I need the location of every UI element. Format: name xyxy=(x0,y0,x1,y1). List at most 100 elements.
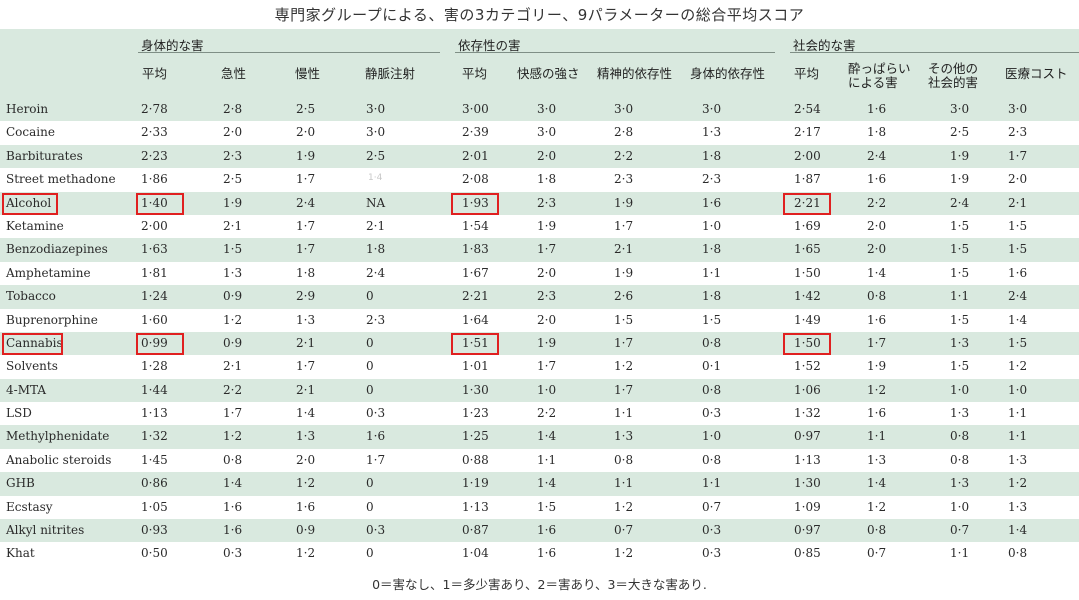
score-cell: 1·30 xyxy=(462,382,489,397)
score-cell: 2·2 xyxy=(614,148,634,163)
score-cell: 1·5 xyxy=(1008,335,1028,350)
score-cell: 1·3 xyxy=(1008,452,1028,467)
score-cell: 1·5 xyxy=(537,499,557,514)
table-row: Tobacco 1·24 0·9 2·9 0 2·21 2·3 2·6 1·8 1·42 0·8 1·… xyxy=(0,285,1079,309)
score-cell: 1·4 xyxy=(223,476,243,491)
score-cell: 1·51 xyxy=(462,335,489,350)
score-cell: 1·13 xyxy=(794,452,821,467)
score-cell: 2·1 xyxy=(223,218,243,233)
score-cell: 3·0 xyxy=(950,102,970,116)
score-cell: 1·40 xyxy=(141,195,168,210)
score-cell: 2·5 xyxy=(296,102,316,116)
score-cell: 1·9 xyxy=(296,148,316,163)
score-cell: 1·3 xyxy=(296,312,316,327)
score-cell: 1·45 xyxy=(141,452,168,467)
drug-name: Barbiturates xyxy=(6,148,83,163)
score-cell: 2·6 xyxy=(614,289,634,304)
col-physical-mean: 平均 xyxy=(142,66,168,81)
score-cell: 2·8 xyxy=(223,102,243,116)
col-medical-cost: 医療コスト xyxy=(1005,66,1068,81)
score-cell: 1·9 xyxy=(614,265,634,280)
score-cell: 2·0 xyxy=(867,218,887,233)
score-cell: 1·0 xyxy=(537,382,557,397)
score-cell: 1·7 xyxy=(614,335,634,350)
table-body: Heroin 2·78 2·8 2·5 3·0 3·00 3·0 3·0 3·0 2·54 1·6 3… xyxy=(0,98,1079,566)
score-cell: 0·99 xyxy=(141,335,168,350)
table-row: Buprenorphine 1·60 1·2 1·3 2·3 1·64 2·0 1·5 1·5 1… xyxy=(0,309,1079,332)
score-cell: 1·30 xyxy=(794,476,821,491)
score-cell: 2·3 xyxy=(223,148,243,163)
score-cell: 2·33 xyxy=(141,125,168,140)
score-cell: 2·1 xyxy=(1008,195,1028,210)
score-cell: 0·3 xyxy=(366,523,386,538)
score-cell: 1·1 xyxy=(1008,406,1028,421)
score-cell: 1·05 xyxy=(141,499,168,514)
score-cell: 1·6 xyxy=(1008,265,1028,280)
drug-name: Amphetamine xyxy=(6,265,91,280)
score-cell: 2·5 xyxy=(950,125,970,140)
score-cell: 1·4 xyxy=(867,265,887,280)
score-cell: 2·0 xyxy=(537,148,557,163)
score-cell: 1·01 xyxy=(462,359,489,374)
score-cell: 1·7 xyxy=(296,172,316,187)
score-cell: 2·1 xyxy=(614,242,634,257)
score-cell: 1·2 xyxy=(223,312,243,327)
score-cell: 2·3 xyxy=(614,172,634,187)
score-cell: 1·3 xyxy=(950,476,970,491)
score-cell: 0 xyxy=(366,289,374,304)
score-cell: 1·93 xyxy=(462,195,489,210)
score-cell: 2·5 xyxy=(366,148,386,163)
score-cell: 1·64 xyxy=(462,312,489,327)
score-cell: 1·4 xyxy=(867,476,887,491)
score-cell: 3·00 xyxy=(462,102,489,116)
score-cell: 0·87 xyxy=(462,523,489,538)
score-cell: 2·17 xyxy=(794,125,821,140)
score-cell: 1·44 xyxy=(141,382,168,397)
score-cell: 1·1 xyxy=(537,452,557,467)
score-cell: 1·7 xyxy=(223,406,243,421)
score-cell: 0·3 xyxy=(223,546,243,561)
score-cell: 0 xyxy=(366,382,374,397)
score-cell: 2·23 xyxy=(141,148,168,163)
score-cell: 1·9 xyxy=(950,172,970,187)
col-other-social-line1: その他の xyxy=(928,61,979,76)
score-cell: 1·7 xyxy=(614,382,634,397)
score-cell: 0·3 xyxy=(702,523,722,538)
score-cell: 1·2 xyxy=(614,499,634,514)
score-cell: 1·3 xyxy=(702,125,722,140)
score-cell: 0·88 xyxy=(462,452,489,467)
score-cell: 0·7 xyxy=(702,499,722,514)
score-cell: 1·0 xyxy=(702,218,722,233)
drug-name: Cannabis xyxy=(6,335,63,350)
score-cell: 1·5 xyxy=(1008,242,1028,257)
score-cell: 1·1 xyxy=(950,546,970,561)
col-intoxication-line1: 酔っぱらい xyxy=(848,61,911,76)
score-cell: 2·54 xyxy=(794,102,821,116)
col-intravenous: 静脈注射 xyxy=(365,66,416,81)
drug-name: Methylphenidate xyxy=(6,429,110,444)
score-cell: 1·9 xyxy=(867,359,887,374)
score-cell: 0·93 xyxy=(141,523,168,538)
score-cell: 2·0 xyxy=(867,242,887,257)
score-cell: 1·1 xyxy=(1008,429,1028,444)
score-cell: 3·0 xyxy=(614,102,634,116)
score-cell: 1·3 xyxy=(950,406,970,421)
score-cell: 0 xyxy=(366,359,374,374)
score-cell: 1·2 xyxy=(867,382,887,397)
col-pleasure: 快感の強さ xyxy=(517,66,580,81)
col-social-mean: 平均 xyxy=(794,66,820,81)
score-cell: NA xyxy=(366,195,386,210)
score-cell: 3·0 xyxy=(537,102,557,116)
score-cell: 0·86 xyxy=(141,476,168,491)
table-row: Barbiturates 2·23 2·3 1·9 2·5 2·01 2·0 2·2 1·8 2·… xyxy=(0,144,1079,169)
score-cell: 1·9 xyxy=(950,148,970,163)
col-psych-dependence: 精神的依存性 xyxy=(597,66,673,81)
score-cell: 1·6 xyxy=(537,523,557,538)
score-cell: 1·32 xyxy=(141,429,168,444)
score-cell: 1·7 xyxy=(537,242,557,257)
drug-name: Ecstasy xyxy=(6,499,53,514)
group-dependence: 依存性の害 xyxy=(458,38,521,53)
score-cell: 1·7 xyxy=(296,359,316,374)
score-cell: 1·52 xyxy=(794,359,821,374)
score-cell: 1·3 xyxy=(223,265,243,280)
